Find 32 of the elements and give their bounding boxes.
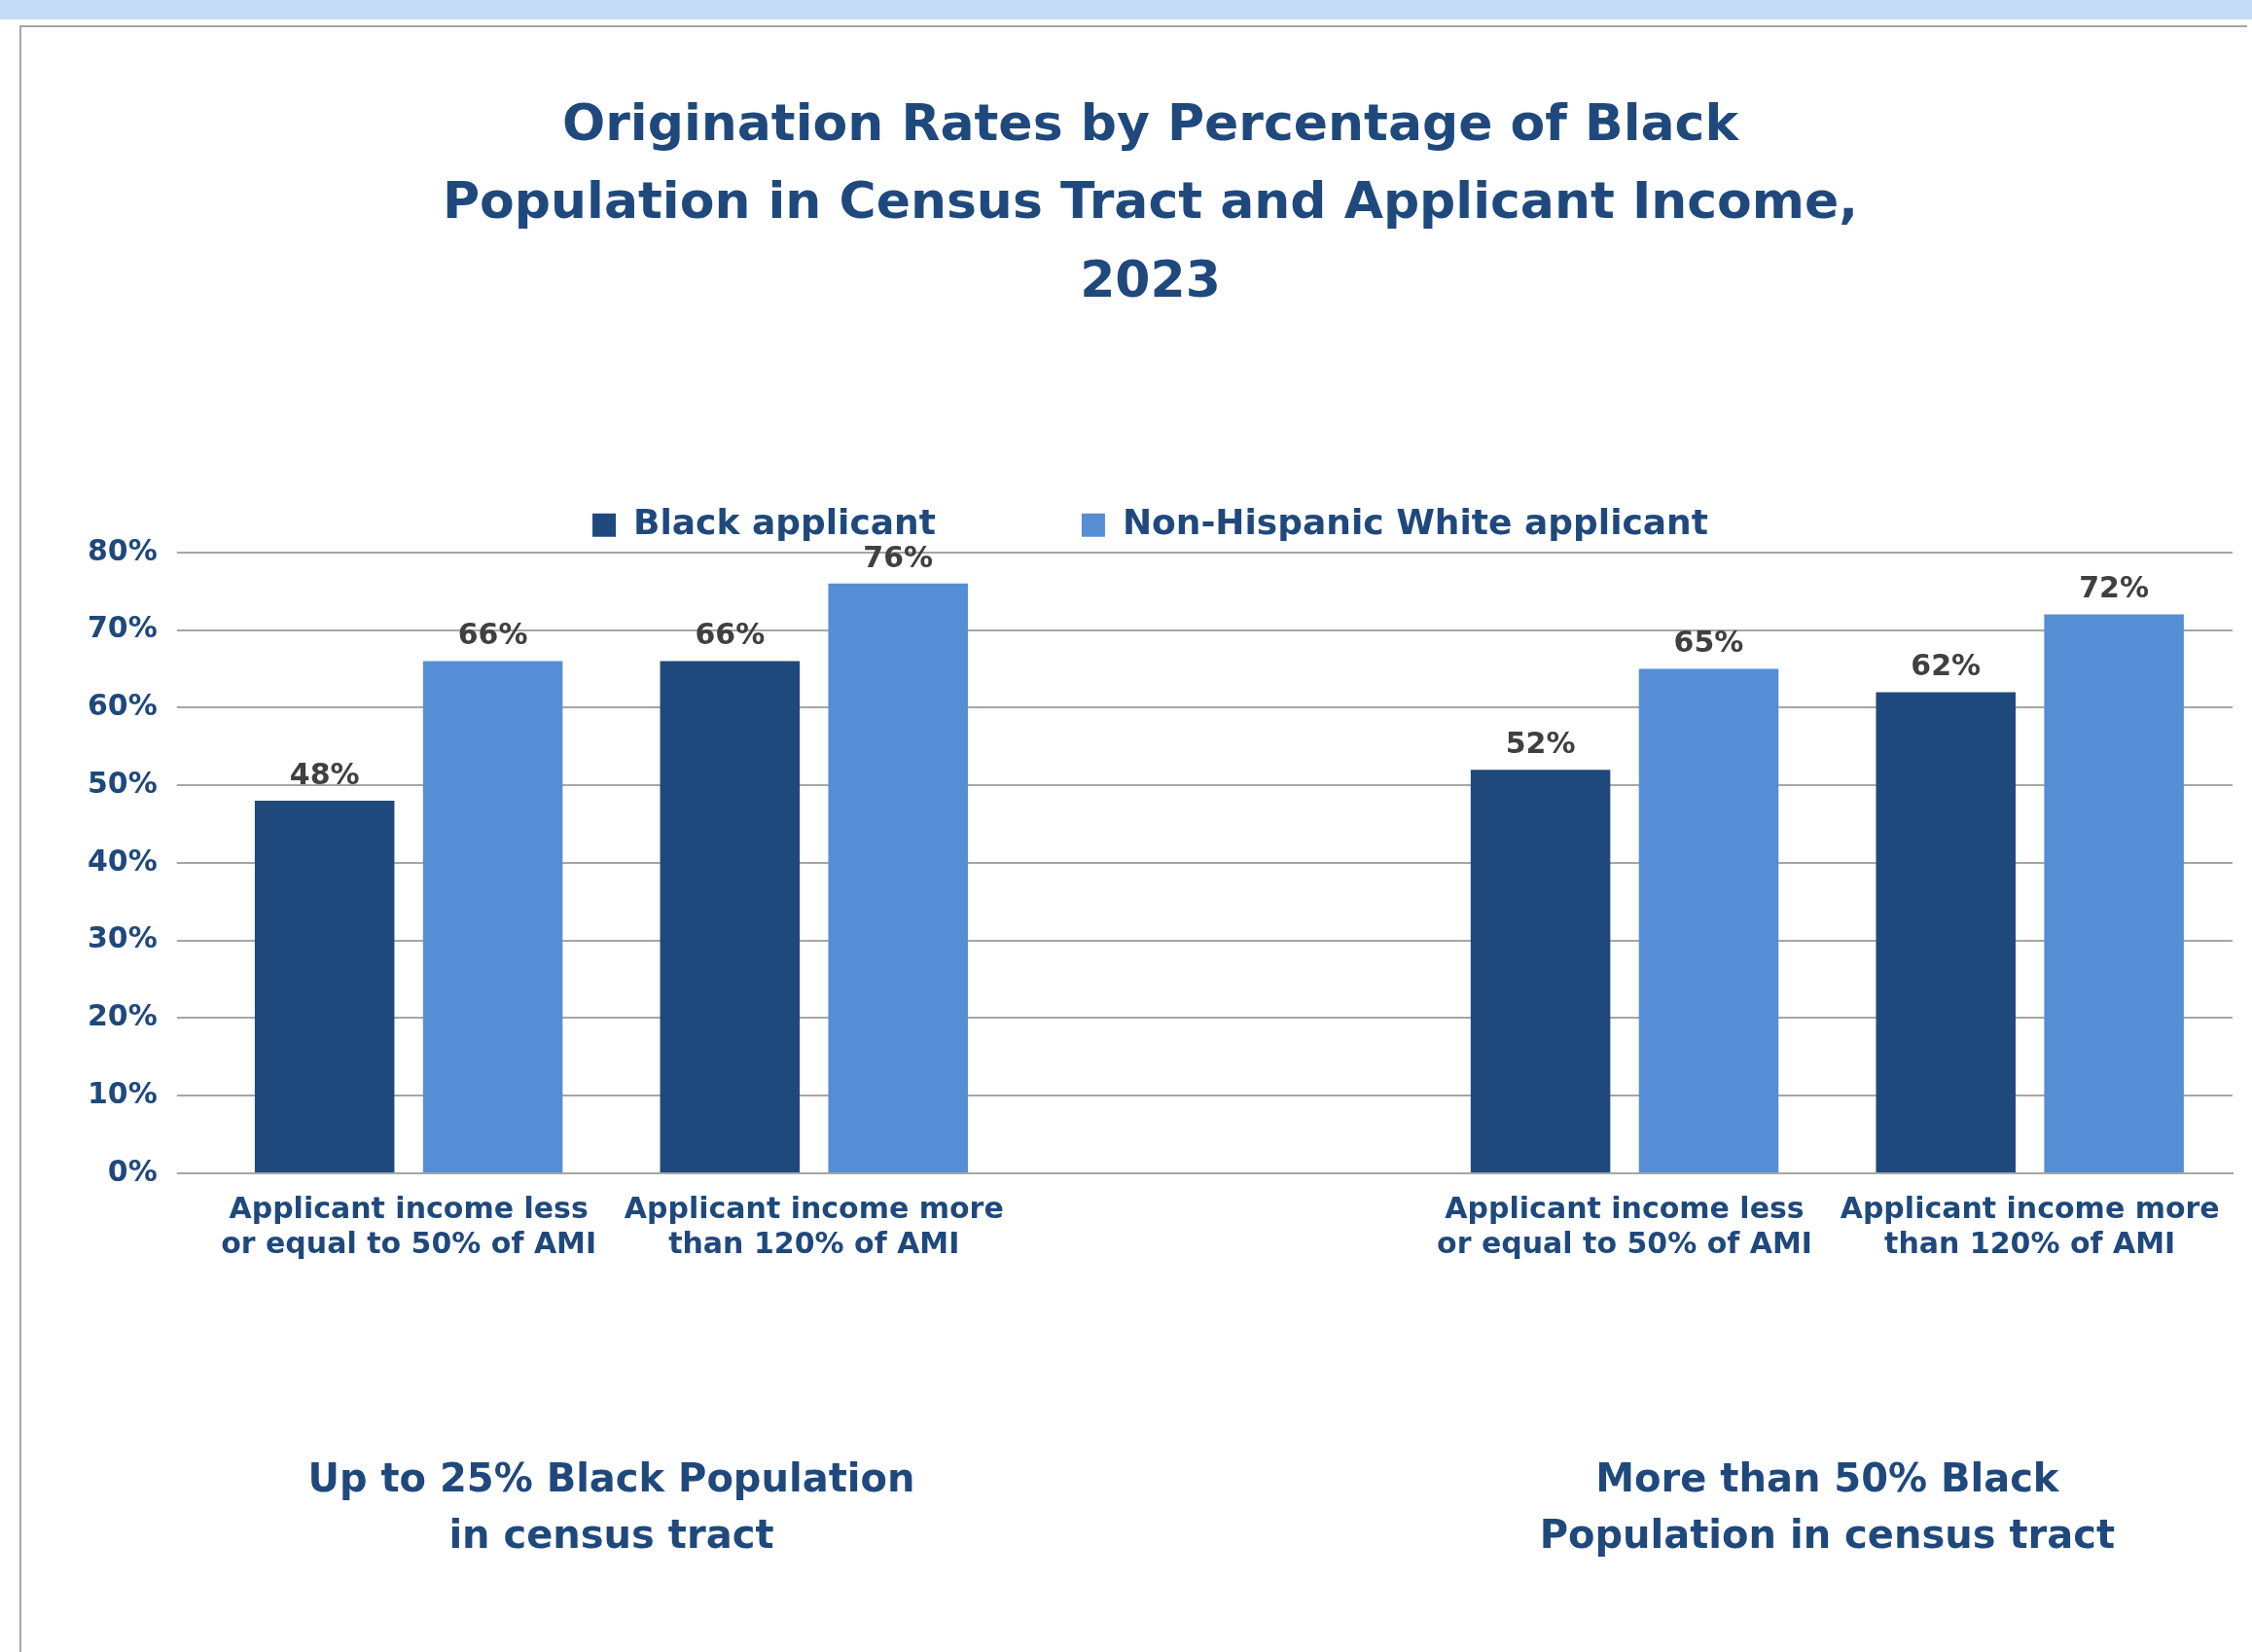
text: Up to 25% Black Population in census tract <box>306 1454 916 1559</box>
bar <box>254 801 395 1172</box>
bar <box>2044 614 2184 1172</box>
x-tick-label: Applicant income less or equal to 50% of AMI <box>221 1190 597 1260</box>
y-tick-label: 10% <box>87 1076 158 1111</box>
y-tick-label: 60% <box>87 688 158 723</box>
y-tick-label: 80% <box>87 532 158 567</box>
bar <box>660 661 801 1172</box>
bar <box>1470 770 1611 1172</box>
y-tick-label: 30% <box>87 920 158 955</box>
bar <box>828 583 968 1172</box>
bar <box>1638 668 1779 1172</box>
text: More than 50% Black Population in census tract <box>1538 1454 2117 1559</box>
y-tick-label: 40% <box>87 843 158 878</box>
x-tick-label: Applicant income more than 120% of AMI <box>624 1190 1004 1260</box>
data-label: 66% <box>695 617 766 652</box>
data-label: 65% <box>1673 625 1744 660</box>
chart-title: Origination Rates by Percentage of Black Population in Census Tract and Applicant Income, 2023 <box>442 92 1859 309</box>
data-label: 48% <box>289 756 360 791</box>
x-tick-label: Applicant income less or equal to 50% of AMI <box>1437 1190 1813 1260</box>
y-tick-label: 0% <box>107 1153 158 1188</box>
bar <box>422 661 563 1172</box>
y-tick-label: 20% <box>87 998 158 1033</box>
y-tick-label: 70% <box>87 610 158 645</box>
x-tick-label: Applicant income more than 120% of AMI <box>1840 1190 2220 1260</box>
data-label: 72% <box>2079 570 2150 605</box>
data-label: 52% <box>1505 725 1576 760</box>
data-label: 62% <box>1911 648 1982 683</box>
bar <box>1876 692 2016 1172</box>
legend-label: Non-Hispanic White applicant <box>1122 502 1708 543</box>
y-tick-label: 50% <box>87 765 158 800</box>
data-label: 66% <box>457 617 528 652</box>
